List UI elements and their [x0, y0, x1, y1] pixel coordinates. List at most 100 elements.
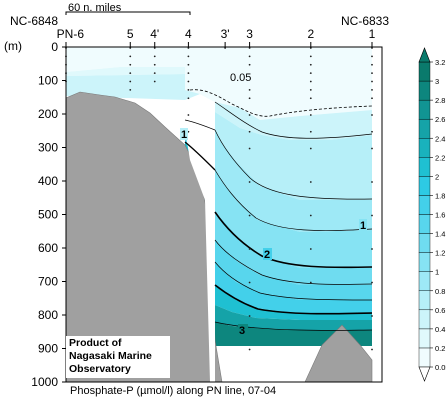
section-end-label: NC-6833 — [341, 14, 389, 28]
colorbar-label-5: 1 — [435, 268, 439, 277]
sample-point — [248, 114, 251, 116]
colorbar-swatch-9 — [418, 176, 431, 196]
y-tick-label-600: 600 — [38, 241, 58, 255]
sample-point — [187, 63, 190, 66]
sample-point — [187, 114, 190, 116]
sample-point — [224, 47, 227, 49]
colorbar-label-7: 1.4 — [435, 230, 445, 239]
sample-point — [371, 181, 373, 183]
colorbar-label-16: 3.2 — [435, 58, 445, 67]
sample-point — [129, 47, 132, 49]
sample-point — [153, 47, 156, 49]
sample-point — [309, 281, 312, 284]
bottom-topography — [65, 91, 373, 383]
sample-point — [187, 55, 190, 58]
y-tick-label-1000: 1000 — [31, 375, 58, 389]
colorbar-swatch-7 — [418, 214, 431, 234]
fill-band-3 — [66, 74, 372, 140]
station-label-6: 2 — [307, 27, 314, 41]
sample-point — [187, 72, 190, 75]
colorbar-swatch-15 — [418, 61, 431, 82]
contour-label-1: 1 — [360, 220, 366, 232]
colorbar-max-arrow — [418, 47, 431, 63]
contour-1.6 — [214, 261, 373, 301]
sample-point — [371, 248, 373, 250]
sample-point — [153, 55, 156, 58]
station-axis: PN-6 5 4' 4 3' 3 2 1 — [57, 27, 376, 47]
producer-note: Product of Nagasaki Marine Observatory — [66, 336, 170, 378]
colorbar-swatch-6 — [418, 233, 431, 253]
sample-point — [371, 130, 373, 133]
colorbar-label-13: 2.6 — [435, 115, 445, 124]
y-tick-label-0: 0 — [51, 40, 58, 54]
contour-label-2: 2 — [264, 249, 270, 261]
sample-point — [371, 97, 373, 100]
sample-point — [371, 281, 373, 284]
sample-point — [371, 315, 373, 317]
colorbar-swatch-0 — [418, 347, 431, 368]
colorbar-swatch-5 — [418, 252, 431, 272]
station-label-2: 4' — [150, 27, 159, 41]
contour-labels: 0.05 1 1 2 3 — [180, 71, 367, 337]
contour-label-0.05: 0.05 — [230, 72, 251, 84]
contour-0.6 — [214, 169, 373, 231]
station-label-3: 4 — [185, 27, 192, 41]
y-tick-label-700: 700 — [38, 275, 58, 289]
sample-point — [248, 181, 251, 183]
chart-title: Phosphate-P (µmol/l) along PN line, 07-0… — [70, 385, 277, 397]
sample-point — [129, 63, 132, 66]
colorbar: 0.05 0.2 0.4 0.6 0.8 1 1.2 1.4 1.6 1.8 2 2.2 2.4 2.6 2… — [418, 47, 446, 382]
fill-band-6 — [215, 170, 372, 268]
colorbar-label-9: 1.8 — [435, 191, 445, 200]
sample-point — [248, 55, 251, 58]
sample-point — [309, 181, 312, 183]
sample-point — [248, 97, 251, 100]
sample-point — [309, 72, 312, 75]
colorbar-label-1: 0.2 — [435, 344, 445, 353]
sample-point — [248, 248, 251, 250]
colorbar-swatch-13 — [418, 99, 431, 120]
sample-point — [371, 80, 373, 83]
scale-bar: 60 n. miles — [65, 2, 191, 15]
sample-point — [371, 88, 373, 91]
station-label-5: 3 — [246, 27, 253, 41]
sample-point — [248, 147, 251, 150]
colorbar-swatch-4 — [418, 271, 431, 291]
contour-0.4 — [214, 129, 373, 200]
scale-bar-label: 60 n. miles — [68, 2, 122, 14]
sample-point — [371, 214, 373, 217]
y-tick-label-100: 100 — [38, 74, 58, 88]
colorbar-label-0: 0.05 — [435, 363, 446, 372]
sample-point — [371, 72, 373, 75]
sample-point — [187, 80, 190, 83]
contour-0.1 — [214, 101, 373, 139]
sample-point — [129, 55, 132, 58]
station-label-4: 3' — [221, 27, 230, 41]
contour-lines — [184, 89, 373, 331]
contour-2.6 — [214, 321, 373, 331]
contour-label-3: 3 — [239, 325, 245, 337]
colorbar-swatch-1 — [418, 328, 431, 349]
sample-point — [309, 88, 312, 91]
colorbar-label-6: 1.2 — [435, 249, 445, 258]
sample-point — [248, 130, 251, 133]
sample-point — [309, 80, 312, 83]
colorbar-label-8: 1.6 — [435, 211, 445, 220]
sample-point — [153, 63, 156, 66]
fill-band-11 — [215, 305, 372, 330]
sample-point — [153, 80, 156, 83]
contour-1.2 — [214, 239, 373, 285]
colorbar-swatch-8 — [418, 195, 431, 215]
sample-point — [309, 214, 312, 217]
contour-1.0 — [214, 211, 373, 269]
sample-point — [371, 348, 373, 351]
sample-point — [309, 248, 312, 250]
sample-point — [309, 130, 312, 133]
sample-point — [187, 47, 190, 49]
sample-point — [248, 214, 251, 217]
sample-point — [129, 80, 132, 83]
sample-point — [371, 63, 373, 66]
contour-2.0 — [214, 284, 373, 315]
y-tick-label-800: 800 — [38, 308, 58, 322]
